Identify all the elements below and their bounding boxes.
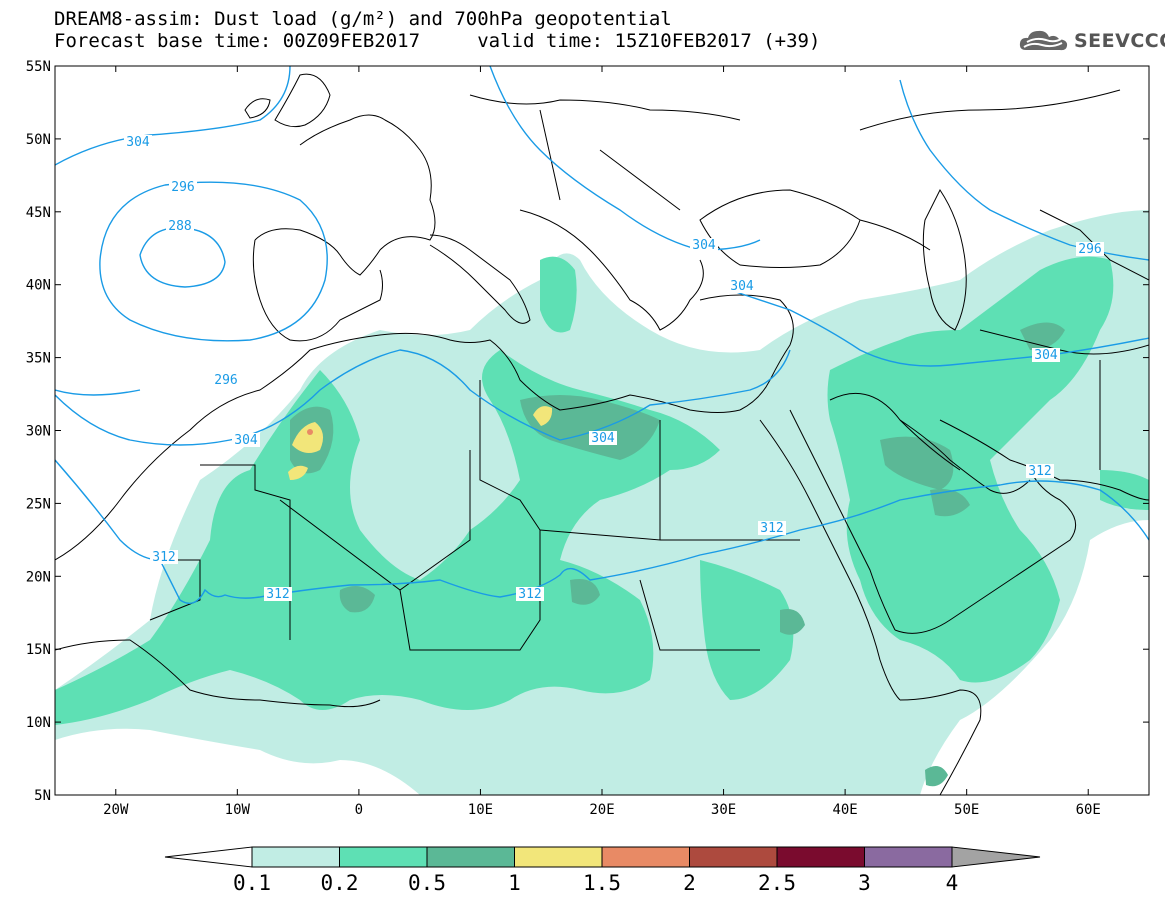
- contour-label: 312: [760, 521, 783, 536]
- lon-tick-label: 10E: [468, 802, 493, 818]
- colorbar-label: 1.5: [583, 871, 621, 895]
- lat-tick-label: 50N: [26, 132, 51, 148]
- longitude-axis: 20W 10W 0 10E 20E 30E 40E 50E 60E: [103, 66, 1101, 818]
- map-title: DREAM8-assim: Dust load (g/m²) and 700hP…: [54, 8, 672, 30]
- lat-tick-label: 15N: [26, 642, 51, 658]
- contour-296-south: [55, 389, 141, 396]
- lat-tick-label: 30N: [26, 424, 51, 440]
- contour-label-bg: [690, 238, 718, 252]
- contour-288: [139, 227, 226, 288]
- lon-tick-label: 10W: [225, 802, 251, 818]
- colorbar-swatch: [776, 846, 865, 868]
- logo-text: SEEVCCC: [1074, 30, 1165, 52]
- colorbar-label: 0.2: [321, 871, 359, 895]
- contour-label: 288: [168, 219, 191, 234]
- contour-label: 304: [692, 238, 716, 253]
- lat-tick-label: 35N: [26, 351, 51, 367]
- colorbar-min-arrow: [164, 846, 253, 868]
- lat-tick-label: 10N: [26, 715, 51, 731]
- contour-label: 304: [591, 431, 615, 446]
- seevccc-logo: SEEVCCC: [1018, 26, 1165, 56]
- colorbar-label: 3: [858, 871, 871, 895]
- lat-tick-label: 45N: [26, 205, 51, 221]
- colorbar-swatch: [339, 846, 428, 868]
- contour-label: 304: [126, 135, 150, 150]
- colorbar-label: 4: [946, 871, 959, 895]
- colorbar-max-arrow: [951, 846, 1041, 868]
- colorbar-swatch: [426, 846, 515, 868]
- contour-304-east: [489, 66, 761, 251]
- contour-296-ring: [99, 181, 328, 342]
- contour-label: 296: [214, 373, 237, 388]
- contour-label-bg: [150, 550, 178, 564]
- colorbar-swatch: [514, 846, 603, 868]
- contour-label-bg: [169, 180, 197, 194]
- dust-level-1: [288, 406, 553, 480]
- lon-tick-label: 40E: [832, 802, 857, 818]
- colorbar-label: 1: [508, 871, 521, 895]
- dust-level-0.5: [290, 322, 1065, 787]
- forecast-time-subtitle: Forecast base time: 00Z09FEB2017 valid t…: [54, 30, 821, 52]
- contour-label: 312: [152, 550, 175, 565]
- contour-label-bg: [516, 587, 544, 601]
- contour-label-bg: [589, 431, 617, 445]
- contour-label: 312: [266, 587, 289, 602]
- lon-tick-label: 20E: [589, 802, 614, 818]
- colorbar-swatch: [864, 846, 953, 868]
- lat-tick-label: 20N: [26, 569, 51, 585]
- contour-label-bg: [124, 135, 152, 149]
- colorbar-swatch: [601, 846, 690, 868]
- contour-label: 296: [1078, 242, 1101, 257]
- contour-label-bg: [1076, 242, 1104, 256]
- lat-tick-label: 40N: [26, 278, 51, 294]
- lon-tick-label: 20W: [103, 802, 129, 818]
- contour-label: 304: [730, 279, 754, 294]
- cloud-icon: [1019, 30, 1068, 51]
- lon-tick-label: 50E: [954, 802, 979, 818]
- contour-304-iran: [729, 289, 1149, 367]
- colorbar-swatch: [251, 846, 340, 868]
- contour-304-north: [55, 66, 291, 166]
- colorbar-label: 0.5: [408, 871, 446, 895]
- lon-tick-label: 0: [355, 802, 363, 818]
- contour-label-bg: [232, 433, 260, 447]
- contour-label-bg: [1026, 464, 1054, 478]
- latitude-axis: 55N 50N 45N 40N 35N 30N 25N 20N 15N 10N 5N: [26, 59, 1149, 804]
- contour-304-south: [55, 349, 791, 446]
- dust-load-shading: [55, 210, 1149, 795]
- lat-tick-label: 55N: [26, 59, 51, 75]
- lat-tick-label: 25N: [26, 496, 51, 512]
- lon-tick-label: 60E: [1076, 802, 1101, 818]
- contour-label-bg: [264, 587, 292, 601]
- coastlines-and-borders: [55, 73, 1149, 795]
- contour-312: [55, 459, 1149, 604]
- contour-label: 296: [171, 180, 194, 195]
- dust-level-1.5: [307, 429, 313, 435]
- contour-label: 312: [1028, 464, 1051, 479]
- colorbar-label: 0.1: [233, 871, 271, 895]
- contour-label-bg: [166, 219, 194, 233]
- lat-tick-label: 5N: [34, 788, 51, 804]
- dust-colorbar: 0.1 0.2 0.5 1 1.5 2 2.5 3 4: [164, 846, 1041, 895]
- colorbar-label: 2.5: [758, 871, 796, 895]
- contour-label: 312: [518, 587, 541, 602]
- contour-label-bg: [1032, 348, 1060, 362]
- contour-label-bg: [212, 373, 240, 387]
- contour-label-bg: [728, 279, 756, 293]
- contour-label: 304: [1034, 348, 1058, 363]
- lon-tick-label: 30E: [711, 802, 736, 818]
- colorbar-swatch: [689, 846, 778, 868]
- contour-label-bg: [758, 521, 786, 535]
- contour-label: 304: [234, 433, 258, 448]
- colorbar-label: 2: [683, 871, 696, 895]
